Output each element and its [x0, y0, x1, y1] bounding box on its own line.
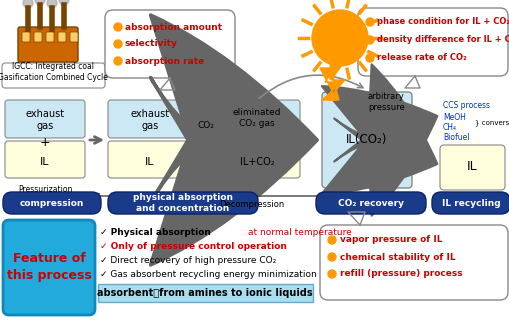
FancyBboxPatch shape: [357, 8, 507, 76]
Text: absorption amount: absorption amount: [125, 22, 222, 31]
Text: chemical stability of IL: chemical stability of IL: [340, 252, 455, 261]
Text: ✓ Only of pressure control operation: ✓ Only of pressure control operation: [100, 242, 287, 251]
FancyBboxPatch shape: [18, 27, 78, 62]
Text: IL: IL: [40, 157, 50, 167]
Text: CO₂ recovery: CO₂ recovery: [337, 199, 403, 208]
FancyBboxPatch shape: [46, 32, 54, 42]
Text: physical absorption
and concentration: physical absorption and concentration: [133, 193, 233, 213]
FancyBboxPatch shape: [321, 92, 411, 188]
FancyBboxPatch shape: [98, 284, 313, 302]
FancyBboxPatch shape: [5, 141, 85, 178]
Circle shape: [365, 36, 373, 44]
FancyBboxPatch shape: [108, 192, 258, 214]
Text: selectivity: selectivity: [125, 40, 178, 49]
Text: ✓ Direct recovery of high pressure CO₂: ✓ Direct recovery of high pressure CO₂: [100, 256, 276, 265]
Text: exhaust
gas: exhaust gas: [25, 109, 65, 131]
Text: absorbent：from amines to ionic liquids: absorbent：from amines to ionic liquids: [97, 288, 312, 298]
FancyBboxPatch shape: [439, 145, 504, 190]
Circle shape: [47, 0, 57, 8]
Polygon shape: [319, 68, 342, 100]
Circle shape: [327, 236, 335, 244]
Polygon shape: [326, 65, 344, 100]
Text: } conversion: } conversion: [474, 120, 509, 126]
Polygon shape: [347, 212, 364, 225]
FancyBboxPatch shape: [22, 32, 30, 42]
Circle shape: [312, 10, 367, 66]
FancyBboxPatch shape: [3, 220, 95, 315]
Text: phase condition for IL + CO₂: phase condition for IL + CO₂: [376, 17, 509, 26]
FancyBboxPatch shape: [34, 32, 42, 42]
Circle shape: [327, 270, 335, 278]
Text: Pressurization: Pressurization: [18, 185, 72, 194]
Text: refill (pressure) process: refill (pressure) process: [340, 270, 462, 279]
Circle shape: [114, 40, 122, 48]
Circle shape: [365, 18, 373, 26]
Text: Biofuel: Biofuel: [442, 134, 469, 143]
Circle shape: [35, 0, 45, 5]
FancyBboxPatch shape: [105, 10, 235, 78]
Text: +: +: [40, 136, 50, 148]
Circle shape: [114, 23, 122, 31]
Text: compression: compression: [20, 199, 84, 208]
FancyBboxPatch shape: [70, 32, 78, 42]
Text: Feature of
this process: Feature of this process: [7, 252, 91, 282]
FancyBboxPatch shape: [431, 192, 509, 214]
Text: IL+CO₂: IL+CO₂: [239, 157, 274, 167]
Circle shape: [59, 0, 69, 5]
FancyBboxPatch shape: [319, 225, 507, 300]
Text: absorption rate: absorption rate: [125, 56, 204, 65]
Text: at normal temperature: at normal temperature: [247, 228, 351, 237]
FancyBboxPatch shape: [58, 32, 66, 42]
Text: IL: IL: [145, 157, 154, 167]
Circle shape: [327, 253, 335, 261]
Text: vapor pressure of IL: vapor pressure of IL: [340, 236, 442, 245]
Polygon shape: [404, 76, 419, 88]
Text: ✓ Physical absorption: ✓ Physical absorption: [100, 228, 214, 237]
Polygon shape: [160, 78, 175, 90]
Text: MeOH: MeOH: [442, 114, 465, 122]
Text: eliminated
CO₂ gas: eliminated CO₂ gas: [232, 108, 280, 128]
Circle shape: [365, 54, 373, 62]
FancyBboxPatch shape: [2, 63, 105, 88]
Text: IGCC: Integrated coal
Gasification Combined Cycle: IGCC: Integrated coal Gasification Combi…: [0, 62, 108, 82]
FancyBboxPatch shape: [3, 192, 101, 214]
Text: Decompression: Decompression: [219, 200, 284, 209]
Text: CCS process: CCS process: [442, 101, 489, 110]
Text: CO₂: CO₂: [197, 120, 214, 129]
Text: IL recycling: IL recycling: [441, 199, 499, 208]
Text: ✓ Gas absorbent recycling energy minimization: ✓ Gas absorbent recycling energy minimiz…: [100, 270, 316, 279]
FancyBboxPatch shape: [215, 141, 299, 178]
Text: IL: IL: [466, 160, 476, 174]
FancyBboxPatch shape: [108, 100, 192, 138]
FancyBboxPatch shape: [108, 141, 192, 178]
FancyBboxPatch shape: [316, 192, 425, 214]
Text: exhaust
gas: exhaust gas: [130, 109, 169, 131]
Circle shape: [23, 0, 33, 8]
FancyBboxPatch shape: [215, 100, 299, 138]
Text: density difference for IL + CO₂: density difference for IL + CO₂: [376, 36, 509, 45]
Text: release rate of CO₂: release rate of CO₂: [376, 53, 466, 62]
Text: arbitrary
pressure: arbitrary pressure: [367, 92, 404, 112]
Circle shape: [114, 57, 122, 65]
FancyBboxPatch shape: [5, 100, 85, 138]
Text: IL(CO₂): IL(CO₂): [346, 134, 387, 147]
Text: CH₄: CH₄: [442, 123, 456, 133]
